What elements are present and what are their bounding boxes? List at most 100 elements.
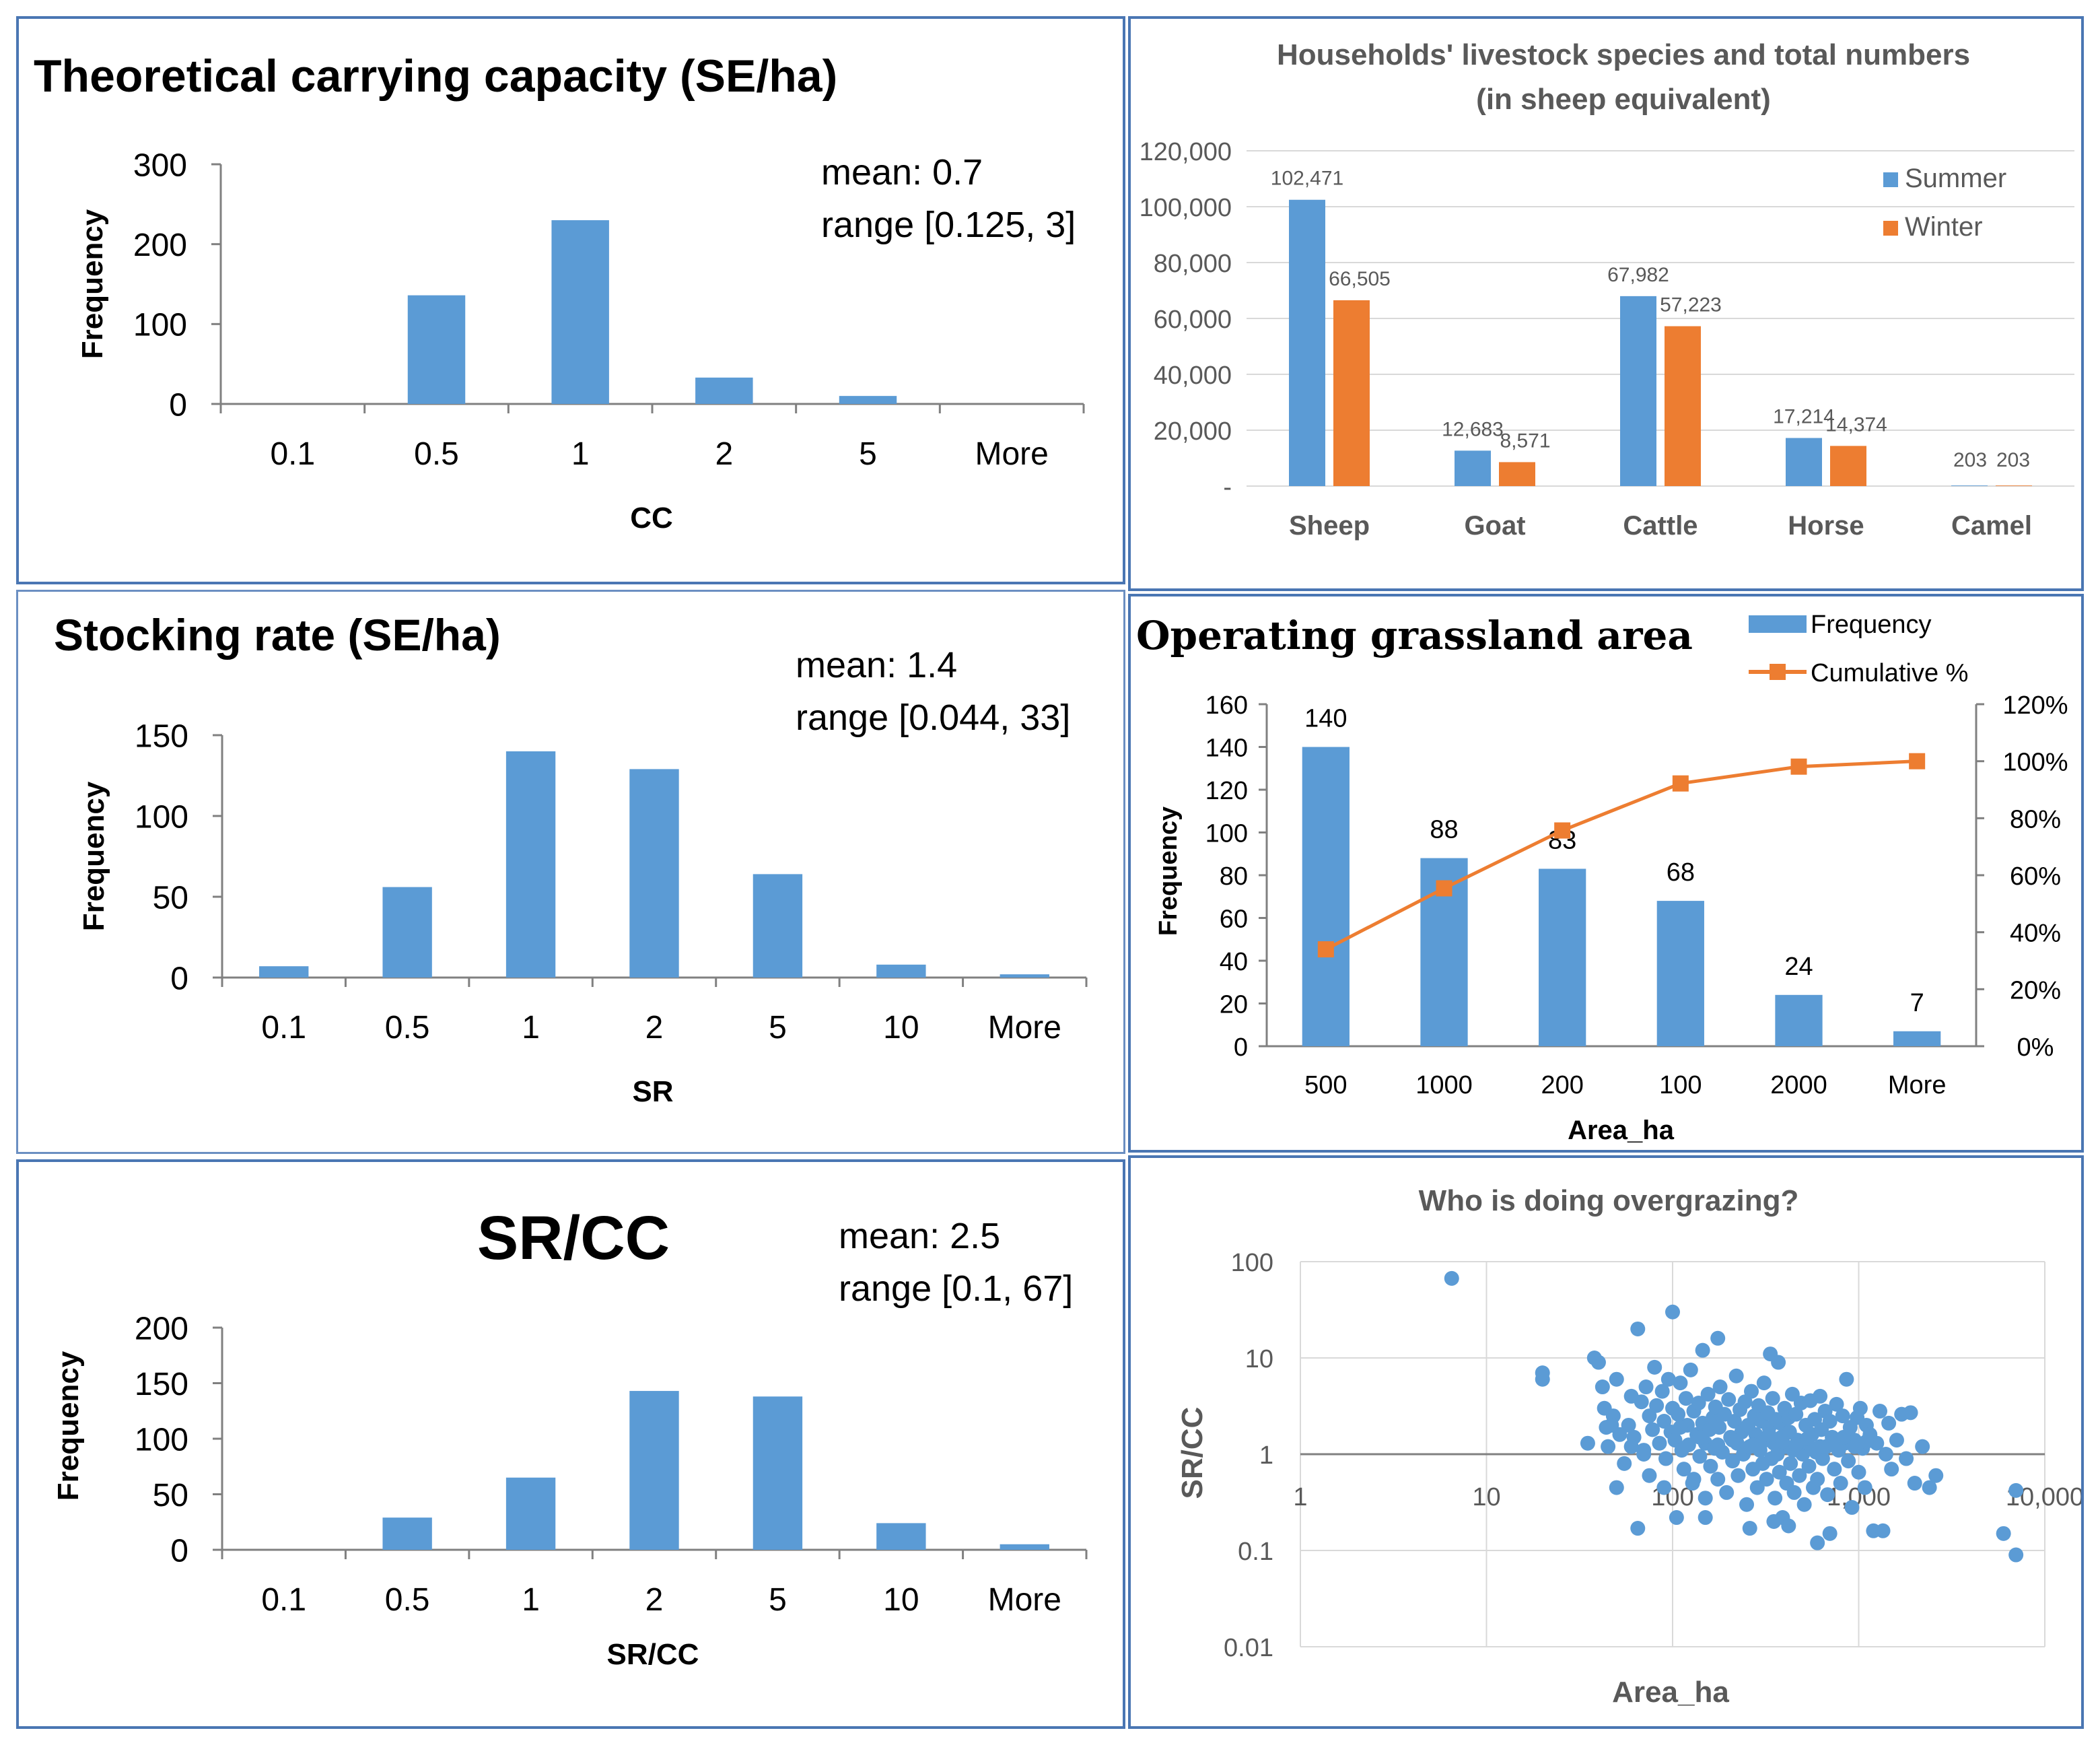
- y-tick-label: 60: [1220, 906, 1248, 934]
- y-tick-label: 100,000: [1140, 194, 1232, 222]
- data-label: 203: [1953, 449, 1987, 471]
- x-tick-label: 0.1: [261, 1010, 306, 1046]
- x-tick-label: 1000: [1415, 1071, 1473, 1099]
- panel-sr: Stocking rate (SE/ha) mean: 1.4 range [0…: [16, 590, 1125, 1154]
- legend-frequency-swatch: [1749, 615, 1807, 633]
- data-label: 68: [1667, 858, 1695, 887]
- y-tick-label: 10: [1245, 1345, 1273, 1373]
- srcc-chart: SR/CC mean: 2.5 range [0.1, 67] Frequenc…: [52, 1204, 1088, 1671]
- data-label: 203: [1996, 449, 2030, 471]
- scatter-point: [1788, 1437, 1804, 1453]
- livestock-legend: Summer Winter: [1883, 164, 2006, 242]
- cc-chart: Theoretical carrying capacity (SE/ha) me…: [34, 50, 1085, 535]
- scatter-point: [1768, 1491, 1783, 1506]
- overgrazing-ylabel: SR/CC: [1176, 1407, 1209, 1499]
- scatter-point: [1638, 1379, 1654, 1395]
- bar-5: [839, 396, 897, 404]
- scatter-point: [1645, 1422, 1660, 1437]
- bar-0.5: [382, 1517, 432, 1550]
- y-tick-label: 80,000: [1154, 250, 1232, 278]
- data-label: 140: [1304, 705, 1347, 733]
- livestock-chart: Households' livestock species and total …: [1140, 38, 2074, 541]
- scatter-point: [1590, 1355, 1606, 1370]
- x-tick-label: 0.5: [385, 1582, 430, 1618]
- legend-cumulative-label: Cumulative %: [1811, 659, 1968, 687]
- scatter-point: [1771, 1355, 1786, 1370]
- bar-goat-summer: [1455, 450, 1491, 486]
- livestock-plot: - 20,000 40,000 60,000 80,000 100,000 120,000 1…: [1140, 138, 2074, 541]
- y-tick-label: 200: [135, 1311, 188, 1346]
- scatter-point: [1852, 1400, 1868, 1416]
- scatter-point: [1599, 1420, 1614, 1435]
- livestock-title-line2: (in sheep equivalent): [1476, 83, 1771, 116]
- data-label: 7: [1910, 989, 1924, 1017]
- y-tick-label: 1: [1259, 1441, 1273, 1470]
- scatter-point: [1835, 1408, 1850, 1424]
- scatter-point: [1725, 1454, 1741, 1469]
- scatter-point: [1915, 1439, 1930, 1454]
- scatter-point: [1822, 1414, 1838, 1429]
- scatter-point: [1781, 1518, 1796, 1534]
- x-tick-label: 10: [883, 1582, 919, 1618]
- y-tick-label: 200: [133, 228, 187, 263]
- scatter-point: [1580, 1435, 1595, 1451]
- scatter-point: [1756, 1375, 1772, 1391]
- x-tick-label: 0.5: [385, 1010, 430, 1046]
- x-tick-label: More: [1888, 1071, 1947, 1099]
- scatter-point: [1656, 1480, 1672, 1495]
- scatter-point: [1765, 1391, 1780, 1406]
- bar-500: [1302, 747, 1350, 1046]
- y-tick-label: 100: [1205, 820, 1248, 848]
- y2-tick-label: 80%: [2010, 805, 2061, 833]
- data-label: 57,223: [1660, 294, 1722, 316]
- y-tick-label: 0.01: [1224, 1634, 1273, 1662]
- y-tick-label: 40,000: [1154, 362, 1232, 390]
- scatter-point: [1671, 1406, 1686, 1422]
- x-tick-label: 5: [859, 436, 877, 472]
- scatter-point: [1766, 1513, 1782, 1529]
- srcc-ylabel: Frequency: [52, 1351, 85, 1501]
- sr-ylabel: Frequency: [77, 781, 110, 931]
- bar-cattle-summer: [1620, 296, 1656, 486]
- bar-2: [629, 1391, 679, 1550]
- bar-2: [695, 377, 753, 404]
- data-label: 14,374: [1825, 413, 1887, 436]
- x-tick-label: Goat: [1464, 511, 1525, 541]
- x-tick-label: 1: [571, 436, 590, 472]
- bar-More: [1000, 1544, 1049, 1550]
- legend-summer-label: Summer: [1905, 164, 2006, 193]
- scatter-point: [1829, 1396, 1844, 1412]
- y-tick-label: 0: [1234, 1033, 1248, 1062]
- data-label: 17,214: [1773, 406, 1835, 428]
- scatter-point: [1721, 1392, 1737, 1407]
- x-tick-label: 0.1: [270, 436, 315, 472]
- scatter-point: [1656, 1414, 1672, 1429]
- bar-0.1: [259, 966, 309, 978]
- x-tick-label: 10: [1472, 1483, 1500, 1511]
- srcc-title: SR/CC: [477, 1204, 670, 1272]
- scatter-point: [1710, 1330, 1726, 1346]
- scatter-point: [1841, 1454, 1856, 1469]
- panel-grassland: Operating grassland area Frequency Cumul…: [1128, 594, 2084, 1153]
- x-tick-label: More: [988, 1582, 1061, 1618]
- scatter-point: [1839, 1371, 1854, 1387]
- grassland-legend: Frequency Cumulative %: [1749, 611, 1968, 687]
- y-tick-label: 100: [135, 1422, 188, 1458]
- y2-tick-label: 40%: [2010, 920, 2061, 948]
- scatter-point: [1820, 1487, 1835, 1503]
- y2-tick-label: 100%: [2002, 749, 2068, 777]
- scatter-point: [1730, 1468, 1746, 1483]
- scatter-point: [1815, 1451, 1830, 1466]
- grassland-title: Operating grassland area: [1136, 613, 1693, 658]
- x-tick-label: 5: [769, 1582, 787, 1618]
- legend-frequency-label: Frequency: [1811, 611, 1932, 639]
- scatter-point: [1678, 1391, 1693, 1406]
- y-tick-label: 100: [133, 308, 187, 343]
- bar-2000: [1775, 994, 1823, 1046]
- bar-0.5: [407, 295, 466, 404]
- scatter-point: [1783, 1456, 1798, 1471]
- scatter-point: [1617, 1456, 1632, 1471]
- scatter-point: [2008, 1547, 2024, 1563]
- bar-0.5: [382, 887, 432, 978]
- scatter-point: [1652, 1435, 1667, 1451]
